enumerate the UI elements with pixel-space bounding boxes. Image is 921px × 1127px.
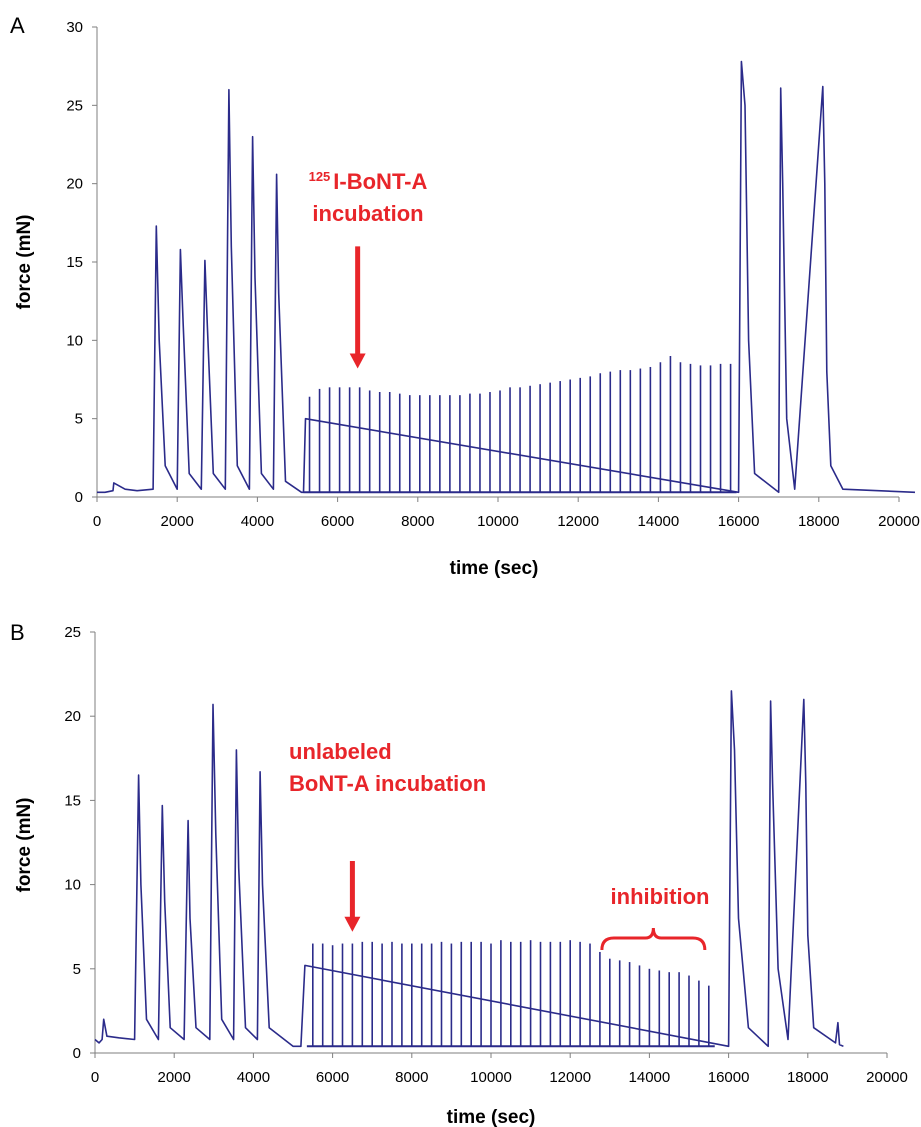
panel-b-arrow xyxy=(344,861,361,932)
panel-a-y-tick-label: 10 xyxy=(66,332,83,349)
panel-a: A force (mN) time (sec) 0 5 10 15 20 25 30 0 200… xyxy=(10,13,920,579)
panel-a-y-tick-label: 20 xyxy=(66,176,83,193)
panel-b-inhibition-label: inhibition xyxy=(611,884,710,909)
panel-b: B force (mN) time (sec) 0 5 10 15 20 25 0 2000 4… xyxy=(10,620,908,1127)
panel-b-x-tick-label: 18000 xyxy=(787,1069,829,1086)
panel-b-y-tick-label: 20 xyxy=(64,708,81,725)
panel-a-annotation-text: I-BoNT-A xyxy=(333,169,427,194)
panel-a-annotation: 125 I-BoNT-A incubation xyxy=(309,169,428,369)
panel-a-y-tick-label: 15 xyxy=(66,254,83,271)
panel-b-annotation-incubation: unlabeled BoNT-A incubation xyxy=(289,739,486,932)
panel-a-x-tick-label: 4000 xyxy=(241,513,274,530)
panel-a-x-axis-label: time (sec) xyxy=(450,558,539,579)
panel-b-axes: 0 5 10 15 20 25 0 2000 4000 6000 8000 10000 12000 140… xyxy=(64,624,908,1086)
panel-b-x-axis-label: time (sec) xyxy=(447,1107,536,1127)
panel-b-brace-path xyxy=(600,927,707,951)
panel-b-y-tick-label: 15 xyxy=(64,792,81,809)
panel-b-x-tick-label: 12000 xyxy=(549,1069,591,1086)
panel-b-x-tick-label: 16000 xyxy=(708,1069,750,1086)
panel-a-x-tick-label: 12000 xyxy=(557,513,599,530)
panel-a-arrow xyxy=(349,246,366,369)
panel-a-label: A xyxy=(10,13,25,38)
panel-a-y-tick-label: 0 xyxy=(75,489,83,506)
panel-b-x-tick-label: 8000 xyxy=(395,1069,428,1086)
panel-b-x-tick-label: 10000 xyxy=(470,1069,512,1086)
panel-a-trace-envelope xyxy=(97,60,916,494)
panel-a-arrow-head xyxy=(349,353,366,369)
panel-b-x-tick-label: 0 xyxy=(91,1069,99,1086)
panel-a-annotation-line2: incubation xyxy=(312,201,423,226)
panel-b-x-tick-label: 20000 xyxy=(866,1069,908,1086)
panel-b-annotation-line2: BoNT-A incubation xyxy=(289,771,486,796)
panel-a-x-tick-label: 18000 xyxy=(798,513,840,530)
panel-a-x-tick-label: 20000 xyxy=(878,513,920,530)
panel-b-arrow-head xyxy=(344,916,361,932)
panel-a-y-axis-label: force (mN) xyxy=(14,214,35,309)
panel-a-y-tick-label: 25 xyxy=(66,97,83,114)
panel-a-x-tick-label: 14000 xyxy=(638,513,680,530)
panel-b-y-tick-label: 25 xyxy=(64,624,81,641)
panel-a-x-tick-label: 16000 xyxy=(718,513,760,530)
panel-b-x-tick-label: 2000 xyxy=(158,1069,191,1086)
panel-a-x-tick-label: 6000 xyxy=(321,513,354,530)
panel-a-x-tick-label: 10000 xyxy=(477,513,519,530)
panel-b-annotation-inhibition: inhibition xyxy=(600,884,710,951)
panel-b-trace xyxy=(94,690,844,1048)
panel-b-y-tick-label: 10 xyxy=(64,877,81,894)
panel-a-annotation-superscript: 125 xyxy=(309,169,331,184)
panel-a-x-tick-label: 0 xyxy=(93,513,101,530)
panel-b-x-tick-label: 4000 xyxy=(237,1069,270,1086)
panel-b-label: B xyxy=(10,620,25,645)
panel-b-trace-envelope xyxy=(94,690,844,1048)
panel-b-y-tick-label: 5 xyxy=(73,961,81,978)
panel-a-annotation-line1: 125 I-BoNT-A xyxy=(309,169,428,194)
panel-a-y-tick-label: 5 xyxy=(75,411,83,428)
panel-a-axes: 0 5 10 15 20 25 30 0 2000 4000 6000 8000 10000 12000 1… xyxy=(66,19,920,530)
panel-a-x-tick-label: 2000 xyxy=(161,513,194,530)
panel-a-y-tick-label: 30 xyxy=(66,19,83,36)
panel-a-x-tick-label: 8000 xyxy=(401,513,434,530)
panel-b-y-tick-label: 0 xyxy=(73,1045,81,1062)
panel-b-y-axis-label: force (mN) xyxy=(14,797,35,892)
panel-a-trace xyxy=(97,60,916,494)
panel-b-x-tick-label: 6000 xyxy=(316,1069,349,1086)
panel-b-x-tick-label: 14000 xyxy=(629,1069,671,1086)
panel-b-annotation-line1: unlabeled xyxy=(289,739,392,764)
panel-b-inhibition-brace xyxy=(600,927,707,951)
